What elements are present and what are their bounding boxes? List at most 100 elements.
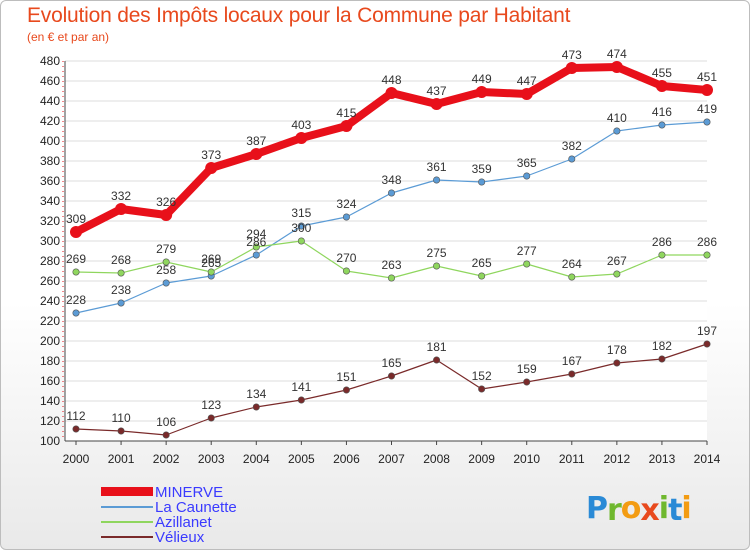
data-label: 152 [472,369,492,383]
data-point [568,370,576,378]
data-label: 178 [607,343,627,357]
data-label: 416 [652,105,672,119]
y-tick-label: 320 [40,214,60,228]
y-tick-label: 340 [40,194,60,208]
x-tick-label: 2008 [423,452,450,466]
y-tick-label: 100 [40,434,60,448]
data-point [297,222,305,230]
data-label: 300 [291,221,311,235]
data-point [655,80,668,92]
data-label: 324 [336,197,356,211]
data-point [387,274,395,282]
data-label: 167 [562,354,582,368]
data-point [70,226,82,238]
data-point [72,309,80,317]
data-point [613,127,621,135]
data-point [205,162,218,174]
data-point [433,262,441,270]
data-label: 269 [201,252,221,266]
data-point [613,359,621,367]
data-point [478,385,486,393]
data-point [250,148,263,160]
data-label: 315 [291,206,311,220]
data-label: 269 [66,252,86,266]
data-label: 267 [607,254,627,268]
legend-label: La Caunette [155,499,237,516]
data-point [613,270,621,278]
data-label: 348 [381,173,401,187]
data-label: 279 [156,242,176,256]
data-label: 270 [336,251,356,265]
data-point [523,260,531,268]
data-label: 382 [562,139,582,153]
data-point [478,178,486,186]
data-point [295,132,308,144]
data-label: 265 [201,256,221,270]
data-label: 474 [607,47,627,61]
data-point [520,88,533,100]
x-tick-label: 2013 [649,452,676,466]
x-tick-label: 2005 [288,452,315,466]
data-label: 361 [427,160,447,174]
data-point [433,356,441,364]
y-tick-label: 460 [40,74,60,88]
y-tick-label: 440 [40,94,60,108]
legend-swatch [101,521,153,523]
data-label: 112 [66,409,85,423]
y-tick-label: 180 [40,354,60,368]
data-label: 451 [697,70,717,84]
data-point [703,118,711,126]
data-label: 123 [201,398,221,412]
data-label: 151 [336,370,356,384]
data-label: 134 [246,387,266,401]
legend-label: Azillanet [155,514,212,531]
y-tick-label: 280 [40,254,60,268]
data-label: 106 [156,415,176,429]
y-tick-label: 300 [40,234,60,248]
x-tick-label: 2012 [604,452,631,466]
x-tick-label: 2001 [108,452,135,466]
data-point [387,189,395,197]
data-label: 263 [381,258,401,272]
data-point [658,121,666,129]
y-tick-label: 360 [40,174,60,188]
x-tick-label: 2000 [63,452,90,466]
data-point [478,272,486,280]
data-label: 286 [652,235,672,249]
data-label: 165 [381,356,401,370]
data-point [342,386,350,394]
data-point [568,155,576,163]
data-label: 277 [517,244,537,258]
data-point [117,299,125,307]
legend-swatch [101,506,153,508]
data-label: 258 [156,263,176,277]
x-tick-label: 2011 [559,452,585,466]
data-label: 326 [156,195,176,209]
data-point [523,378,531,386]
data-label: 373 [201,148,221,162]
data-point [72,425,80,433]
x-tick-label: 2009 [468,452,495,466]
data-label: 286 [246,235,266,249]
data-label: 410 [607,111,627,125]
data-label: 332 [111,189,131,203]
logo-letter: i [681,491,691,526]
data-label: 447 [517,74,537,88]
x-tick-label: 2003 [198,452,225,466]
data-point [658,355,666,363]
x-tick-label: 2007 [378,452,405,466]
data-label: 197 [697,324,717,338]
y-tick-label: 260 [40,274,60,288]
data-point [701,84,713,96]
data-point [342,213,350,221]
data-label: 309 [66,212,86,226]
data-label: 182 [652,339,672,353]
chart-subtitle: (en € et par an) [27,30,110,44]
data-point [340,120,353,132]
data-label: 473 [562,48,582,62]
data-point [568,273,576,281]
data-label: 449 [472,72,492,86]
data-point [565,62,578,74]
data-point [297,237,305,245]
